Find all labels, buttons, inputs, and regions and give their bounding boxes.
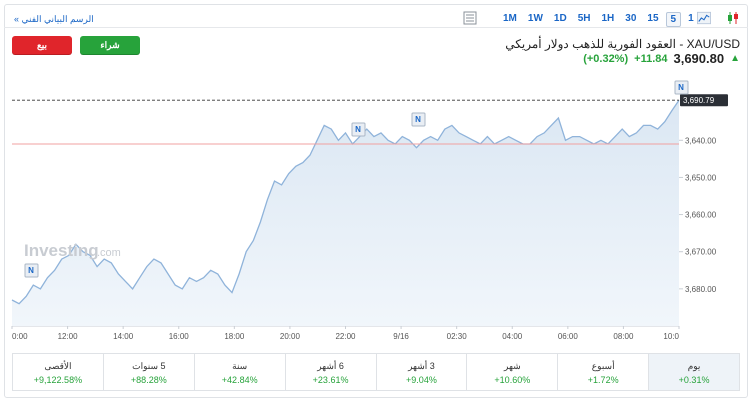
performance-period: سنة — [232, 361, 248, 371]
news-marker-icon[interactable] — [24, 263, 39, 278]
x-tick-label: 08:00 — [613, 332, 634, 341]
y-tick-label: 3,640.00 — [685, 136, 717, 145]
performance-cell[interactable]: الأقصى +9,122.58% — [13, 354, 104, 390]
timeframe-5[interactable]: 5 — [665, 12, 682, 27]
news-marker-label: N — [415, 115, 421, 124]
performance-change: +42.84% — [221, 375, 258, 385]
performance-period: شهر — [503, 361, 521, 371]
x-tick-label: 9/16 — [393, 332, 409, 341]
table-icon[interactable] — [463, 11, 477, 25]
performance-strip: الأقصى +9,122.58% 5 سنوات +88.28% سنة +42.84%… — [12, 353, 740, 391]
timeframe-1D[interactable]: 1D — [553, 13, 567, 24]
timeframe-1W[interactable]: 1W — [527, 13, 543, 24]
x-tick-label: 04:00 — [502, 332, 523, 341]
x-tick-label: 0:00 — [12, 332, 28, 341]
timeframe-1[interactable]: 1 — [688, 13, 694, 24]
x-tick-label: 14:00 — [113, 332, 134, 341]
current-price-tag — [680, 94, 728, 107]
technical-chart-link[interactable]: الرسم البياني الفني » — [14, 14, 94, 24]
performance-period: يوم — [687, 361, 701, 371]
chart-toolbar: الرسم البياني الفني » 1M 1W 1D 5H 1H 30 15 5 1 — [4, 4, 748, 28]
y-tick-label: 3,680.00 — [685, 285, 717, 294]
performance-cell[interactable]: 3 أشهر +9.04% — [377, 354, 468, 390]
performance-change: +1.72% — [587, 375, 619, 385]
timeframe-1H[interactable]: 1H — [601, 13, 615, 24]
price-area — [12, 100, 679, 326]
price-row: (+0.32%) +11.84 3,690.80 ▲ — [583, 51, 740, 66]
current-price-label: 3,690.79 — [683, 96, 715, 105]
performance-period: 3 أشهر — [408, 361, 435, 371]
buy-button[interactable]: شراء — [80, 36, 140, 54]
x-tick-label: 02:30 — [447, 332, 468, 341]
timeframe-1M[interactable]: 1M — [503, 13, 517, 24]
price-chart[interactable]: 3,680.00 3,670.00 3,660.00 3,650.00 3,640.00… — [4, 70, 748, 350]
x-tick-label: 20:00 — [280, 332, 301, 341]
performance-cell[interactable]: 5 سنوات +88.28% — [104, 354, 195, 390]
candlestick-icon[interactable] — [726, 11, 740, 25]
performance-change: +9,122.58% — [33, 375, 83, 385]
performance-change: +9.04% — [406, 375, 437, 385]
instrument-title: XAU/USD - العقود الفورية للذهب دولار أمر… — [505, 37, 740, 51]
x-tick-label: 12:00 — [58, 332, 79, 341]
news-marker-label: N — [355, 125, 361, 134]
x-tick-label: 06:00 — [558, 332, 579, 341]
news-marker-label: N — [28, 266, 34, 275]
timeframe-30[interactable]: 30 — [625, 13, 637, 24]
timeframe-15[interactable]: 15 — [647, 13, 659, 24]
news-marker-icon[interactable] — [351, 122, 366, 137]
y-tick-label: 3,650.00 — [685, 173, 717, 182]
x-tick-label: 16:00 — [169, 332, 190, 341]
performance-change: +10.60% — [494, 375, 531, 385]
performance-period: 5 سنوات — [132, 361, 166, 371]
news-marker-icon[interactable] — [411, 112, 426, 127]
last-price: 3,690.80 — [673, 51, 725, 66]
change-percent: (+0.32%) — [583, 52, 629, 65]
performance-period: أسبوع — [591, 361, 615, 371]
news-marker-label: N — [678, 83, 684, 92]
area-chart-icon[interactable] — [697, 11, 711, 25]
performance-change: +23.61% — [312, 375, 349, 385]
change-value: +11.84 — [634, 52, 668, 65]
investing-watermark-suffix: .com — [97, 247, 121, 259]
news-marker-icon[interactable] — [674, 80, 689, 95]
performance-change: +0.31% — [678, 375, 710, 385]
performance-period: 6 أشهر — [317, 361, 344, 371]
price-line — [11, 99, 680, 305]
x-tick-label: 10:0 — [663, 332, 679, 341]
x-tick-label: 22:00 — [335, 332, 356, 341]
performance-cell[interactable]: يوم +0.31% — [649, 354, 739, 390]
performance-cell[interactable]: 6 أشهر +23.61% — [286, 354, 377, 390]
up-arrow-icon: ▲ — [730, 53, 740, 64]
performance-cell[interactable]: أسبوع +1.72% — [558, 354, 650, 390]
y-tick-label: 3,670.00 — [685, 248, 717, 257]
performance-cell[interactable]: سنة +42.84% — [195, 354, 286, 390]
timeframe-selector: 1M 1W 1D 5H 1H 30 15 5 1 — [499, 12, 701, 27]
x-tick-label: 18:00 — [224, 332, 245, 341]
y-tick-label: 3,660.00 — [685, 211, 717, 220]
investing-watermark: Investing — [24, 241, 99, 260]
timeframe-5H[interactable]: 5H — [577, 13, 591, 24]
performance-cell[interactable]: شهر +10.60% — [467, 354, 559, 390]
performance-change: +88.28% — [130, 375, 167, 385]
performance-period: الأقصى — [44, 361, 72, 371]
sell-button[interactable]: بيع — [12, 36, 72, 54]
